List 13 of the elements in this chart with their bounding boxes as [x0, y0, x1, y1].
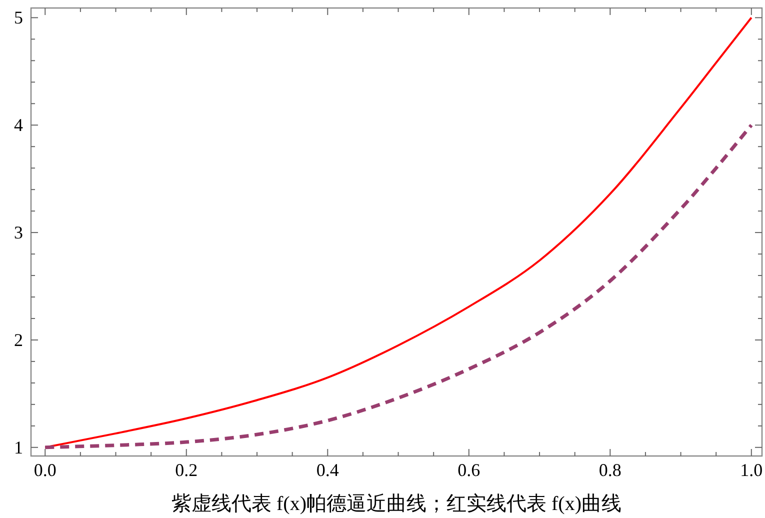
x-axis-title: 紫虚线代表 f(x)帕德逼近曲线；红实线代表 f(x)曲线: [172, 493, 622, 515]
x-tick-label: 0.8: [598, 460, 622, 480]
y-tick-label: 3: [14, 222, 23, 243]
x-tick-label: 0.4: [316, 460, 339, 480]
y-tick-label: 2: [14, 330, 23, 350]
x-tick-label: 0.0: [34, 460, 56, 480]
line-series: [43, 123, 754, 450]
x-tick-label: 0.2: [175, 460, 198, 480]
x-tick-label: 0.6: [458, 460, 480, 480]
y-tick-label: 5: [14, 8, 23, 28]
x-tick-label: 1.0: [740, 460, 763, 480]
y-tick-label: 1: [14, 437, 23, 458]
y-tick-label: 4: [14, 115, 23, 136]
